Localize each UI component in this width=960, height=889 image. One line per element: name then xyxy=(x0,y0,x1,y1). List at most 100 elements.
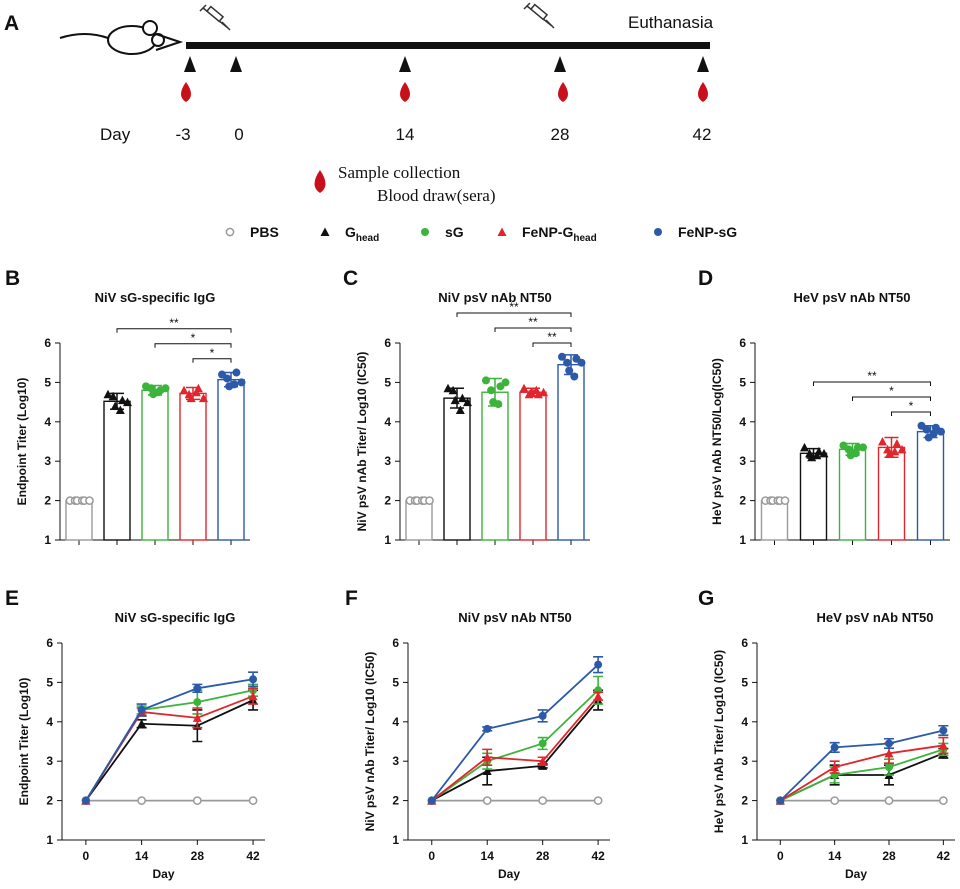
data-point xyxy=(830,762,840,772)
panel-letter: A xyxy=(4,12,19,35)
significance-label: ** xyxy=(547,330,557,344)
series-line xyxy=(431,689,599,802)
significance-label: ** xyxy=(169,316,179,330)
series-line xyxy=(779,744,944,802)
data-point xyxy=(457,393,467,403)
y-tick-label: 6 xyxy=(392,636,399,650)
chart-title: HeV psV nAb NT50 xyxy=(816,610,933,625)
series-line xyxy=(85,678,254,802)
chart-panel: E NiV sG-specific IgG 1 2 3 4 5 6 Endpoint Titer… xyxy=(5,587,265,881)
error-bar xyxy=(148,384,162,396)
significance-label: * xyxy=(909,399,914,413)
bar xyxy=(838,448,867,541)
series-line xyxy=(431,664,599,802)
bar xyxy=(405,499,433,541)
bar xyxy=(443,397,471,541)
significance-bracket xyxy=(532,342,572,347)
data-point xyxy=(780,496,790,505)
x-tick-label: 28 xyxy=(882,849,896,863)
y-tick-label: 6 xyxy=(44,336,51,350)
data-point xyxy=(830,796,839,805)
error-bar xyxy=(526,387,540,397)
y-tick-label: 1 xyxy=(384,533,391,547)
x-axis-label: Day xyxy=(498,867,520,881)
data-point xyxy=(482,796,492,805)
series-line xyxy=(85,699,254,802)
blood-label: Blood draw(sera) xyxy=(377,186,496,205)
y-axis-label: HeV psV nAb Titer/ Log10 (IC50) xyxy=(712,650,726,833)
chart-title: NiV sG-specific IgG xyxy=(115,610,236,625)
panel-letter: E xyxy=(5,587,19,610)
blood-drops xyxy=(181,82,708,193)
y-tick-label: 1 xyxy=(741,833,748,847)
data-point xyxy=(427,796,436,805)
day-tick-label: 42 xyxy=(693,125,712,144)
bar xyxy=(141,389,169,541)
x-tick-label: 42 xyxy=(937,849,951,863)
bar xyxy=(557,363,585,541)
legend-subscript: head xyxy=(356,233,379,244)
data-point xyxy=(922,425,931,434)
legend-marker xyxy=(225,227,235,237)
error-bar xyxy=(186,386,200,401)
syringe-icons xyxy=(199,2,555,31)
significance-label: ** xyxy=(528,315,538,329)
data-point xyxy=(800,442,809,452)
y-tick-label: 2 xyxy=(384,494,391,508)
data-point xyxy=(482,376,490,385)
chart-title: NiV sG-specific IgG xyxy=(95,290,216,305)
data-point xyxy=(819,448,829,458)
y-tick-label: 1 xyxy=(46,833,53,847)
significance-label: * xyxy=(210,346,215,360)
y-tick-label: 1 xyxy=(739,533,746,547)
legend-subscript: head xyxy=(573,233,596,244)
error-bar xyxy=(923,424,938,439)
legend-label: sG xyxy=(445,224,464,240)
data-point xyxy=(577,358,586,367)
error-bar xyxy=(884,436,899,459)
legend-label: FeNP-sG xyxy=(678,224,737,240)
day-tick-label: 0 xyxy=(234,125,243,144)
day-label: Day xyxy=(100,125,131,144)
y-tick-label: 4 xyxy=(46,715,53,729)
legend-marker xyxy=(654,228,662,236)
x-tick-label: 28 xyxy=(536,849,550,863)
data-point xyxy=(137,705,146,714)
x-axis-label: Day xyxy=(845,867,867,881)
chart-title: NiV psV nAb NT50 xyxy=(458,610,571,625)
y-tick-label: 1 xyxy=(392,833,399,847)
data-point xyxy=(539,387,548,397)
data-point xyxy=(192,713,202,722)
data-point xyxy=(519,383,529,393)
bar xyxy=(217,378,245,541)
significance-label: * xyxy=(191,331,196,345)
chart-panel: F NiV psV nAb NT50 1 2 3 4 5 6 NiV psV nAb Titer… xyxy=(345,587,610,881)
data-point xyxy=(248,691,258,701)
significance-label: ** xyxy=(867,369,877,383)
chart-panel: G HeV psV nAb NT50 1 2 3 4 5 6 HeV psV nAb Titer… xyxy=(698,587,955,881)
bar xyxy=(179,392,207,541)
significance-bracket xyxy=(891,411,931,416)
y-tick-label: 4 xyxy=(392,715,399,729)
y-tick-label: 3 xyxy=(392,754,399,768)
y-tick-label: 2 xyxy=(739,494,746,508)
bar xyxy=(916,430,945,541)
significance-bracket xyxy=(154,343,232,348)
series-line xyxy=(431,695,599,802)
data-point xyxy=(563,358,572,367)
data-point xyxy=(501,378,510,387)
data-point xyxy=(939,796,948,805)
data-point xyxy=(890,446,900,456)
series-line xyxy=(431,699,599,802)
data-point xyxy=(137,796,146,805)
data-point xyxy=(463,397,472,407)
significance-bracket xyxy=(456,312,572,317)
chart-title: HeV psV nAb NT50 xyxy=(793,290,910,305)
y-tick-label: 2 xyxy=(44,494,51,508)
data-point xyxy=(455,405,465,414)
legend-marker xyxy=(497,227,507,236)
y-axis-label: HeV psV nAb NT50/Log(IC50) xyxy=(710,358,724,525)
data-point xyxy=(487,386,496,395)
y-tick-label: 3 xyxy=(739,454,746,468)
